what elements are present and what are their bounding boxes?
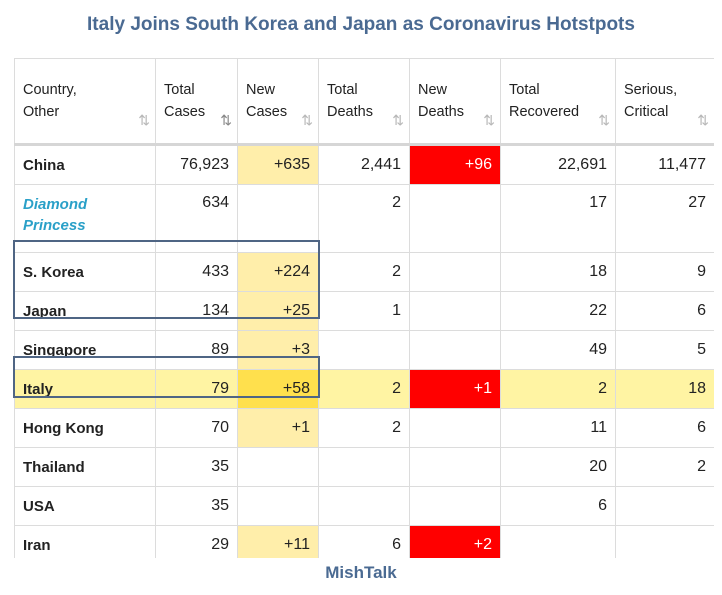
total-deaths-cell bbox=[318, 447, 410, 487]
country-name: Italy bbox=[14, 369, 156, 409]
new-deaths-cell bbox=[409, 291, 501, 331]
new-cases-cell: +635 bbox=[237, 144, 319, 185]
total-deaths-cell: 2 bbox=[318, 184, 410, 253]
new-cases-cell bbox=[237, 184, 319, 253]
serious-critical-cell bbox=[615, 486, 714, 526]
page-title: Italy Joins South Korea and Japan as Cor… bbox=[87, 14, 635, 35]
table-row: Japan 134 +25 1 22 6 bbox=[14, 291, 714, 331]
new-cases-cell: +224 bbox=[237, 252, 319, 292]
total-deaths-cell: 2 bbox=[318, 252, 410, 292]
total-recovered-cell: 2 bbox=[500, 369, 616, 409]
serious-critical-cell bbox=[615, 525, 714, 558]
column-header-serious-critical[interactable]: Serious, Critical ⇅ bbox=[615, 58, 714, 146]
new-cases-cell: +11 bbox=[237, 525, 319, 558]
column-header-total-cases[interactable]: Total Cases ⇅ bbox=[155, 58, 238, 146]
sort-arrows-icon[interactable]: ⇅ bbox=[697, 112, 709, 128]
sort-arrows-icon[interactable]: ⇅ bbox=[392, 112, 404, 128]
total-cases-cell: 70 bbox=[155, 408, 238, 448]
country-name: Japan bbox=[14, 291, 156, 331]
serious-critical-cell: 11,477 bbox=[615, 144, 714, 185]
column-header-total-recovered[interactable]: Total Recovered ⇅ bbox=[500, 58, 616, 146]
new-deaths-cell: +2 bbox=[409, 525, 501, 558]
country-name: S. Korea bbox=[14, 252, 156, 292]
sort-arrows-icon[interactable]: ⇅ bbox=[483, 112, 495, 128]
table-row: S. Korea 433 +224 2 18 9 bbox=[14, 252, 714, 292]
total-cases-cell: 134 bbox=[155, 291, 238, 331]
total-cases-cell: 76,923 bbox=[155, 144, 238, 185]
total-deaths-cell: 2,441 bbox=[318, 144, 410, 185]
new-deaths-cell bbox=[409, 184, 501, 253]
table-row: USA 35 6 bbox=[14, 486, 714, 526]
total-recovered-cell: 22 bbox=[500, 291, 616, 331]
total-recovered-cell: 22,691 bbox=[500, 144, 616, 185]
total-recovered-cell: 11 bbox=[500, 408, 616, 448]
serious-critical-cell: 6 bbox=[615, 408, 714, 448]
sort-arrows-icon[interactable]: ⇅ bbox=[220, 112, 232, 128]
coronavirus-table: Country, Other ⇅ Total Cases ⇅ New Cases ⇅ Tot… bbox=[14, 58, 714, 558]
new-deaths-cell bbox=[409, 330, 501, 370]
country-name: USA bbox=[14, 486, 156, 526]
serious-critical-cell: 18 bbox=[615, 369, 714, 409]
total-deaths-cell: 2 bbox=[318, 408, 410, 448]
total-cases-cell: 634 bbox=[155, 184, 238, 253]
new-deaths-cell bbox=[409, 486, 501, 526]
column-header-new-deaths[interactable]: New Deaths ⇅ bbox=[409, 58, 501, 146]
header-row: Country, Other ⇅ Total Cases ⇅ New Cases ⇅ Tot… bbox=[14, 58, 714, 146]
total-deaths-cell: 2 bbox=[318, 369, 410, 409]
sort-arrows-icon[interactable]: ⇅ bbox=[138, 112, 150, 128]
country-name: Thailand bbox=[14, 447, 156, 487]
country-link-diamond-princess[interactable]: Diamond Princess bbox=[14, 184, 156, 253]
serious-critical-cell: 27 bbox=[615, 184, 714, 253]
new-cases-cell: +1 bbox=[237, 408, 319, 448]
new-deaths-cell bbox=[409, 447, 501, 487]
new-cases-cell: +25 bbox=[237, 291, 319, 331]
total-recovered-cell: 20 bbox=[500, 447, 616, 487]
total-cases-cell: 433 bbox=[155, 252, 238, 292]
new-deaths-cell bbox=[409, 408, 501, 448]
table-row: Singapore 89 +3 49 5 bbox=[14, 330, 714, 370]
new-cases-cell bbox=[237, 447, 319, 487]
table-row: China 76,923 +635 2,441 +96 22,691 11,47… bbox=[14, 144, 714, 185]
serious-critical-cell: 2 bbox=[615, 447, 714, 487]
country-name: Iran bbox=[14, 525, 156, 558]
new-deaths-cell: +1 bbox=[409, 369, 501, 409]
column-header-new-cases[interactable]: New Cases ⇅ bbox=[237, 58, 319, 146]
total-deaths-cell: 1 bbox=[318, 291, 410, 331]
table-row: Thailand 35 20 2 bbox=[14, 447, 714, 487]
new-cases-cell: +3 bbox=[237, 330, 319, 370]
table-row: Diamond Princess 634 2 17 27 bbox=[14, 184, 714, 253]
new-deaths-cell bbox=[409, 252, 501, 292]
country-name: Singapore bbox=[14, 330, 156, 370]
table-row: Iran 29 +11 6 +2 bbox=[14, 525, 714, 558]
total-deaths-cell bbox=[318, 330, 410, 370]
total-recovered-cell bbox=[500, 525, 616, 558]
total-recovered-cell: 49 bbox=[500, 330, 616, 370]
total-recovered-cell: 18 bbox=[500, 252, 616, 292]
total-deaths-cell bbox=[318, 486, 410, 526]
data-table-container: Country, Other ⇅ Total Cases ⇅ New Cases ⇅ Tot… bbox=[14, 58, 714, 558]
new-cases-cell bbox=[237, 486, 319, 526]
column-header-total-deaths[interactable]: Total Deaths ⇅ bbox=[318, 58, 410, 146]
new-cases-cell: +58 bbox=[237, 369, 319, 409]
sort-arrows-icon[interactable]: ⇅ bbox=[301, 112, 313, 128]
serious-critical-cell: 5 bbox=[615, 330, 714, 370]
serious-critical-cell: 9 bbox=[615, 252, 714, 292]
total-cases-cell: 89 bbox=[155, 330, 238, 370]
country-name: Hong Kong bbox=[14, 408, 156, 448]
table-row-highlighted: Italy 79 +58 2 +1 2 18 bbox=[14, 369, 714, 409]
country-name: China bbox=[14, 144, 156, 185]
sort-arrows-icon[interactable]: ⇅ bbox=[598, 112, 610, 128]
column-header-country[interactable]: Country, Other ⇅ bbox=[14, 58, 156, 146]
total-cases-cell: 35 bbox=[155, 486, 238, 526]
new-deaths-cell: +96 bbox=[409, 144, 501, 185]
footer-brand: MishTalk bbox=[325, 563, 397, 582]
total-recovered-cell: 17 bbox=[500, 184, 616, 253]
total-cases-cell: 29 bbox=[155, 525, 238, 558]
serious-critical-cell: 6 bbox=[615, 291, 714, 331]
total-cases-cell: 35 bbox=[155, 447, 238, 487]
total-deaths-cell: 6 bbox=[318, 525, 410, 558]
table-row: Hong Kong 70 +1 2 11 6 bbox=[14, 408, 714, 448]
total-recovered-cell: 6 bbox=[500, 486, 616, 526]
total-cases-cell: 79 bbox=[155, 369, 238, 409]
